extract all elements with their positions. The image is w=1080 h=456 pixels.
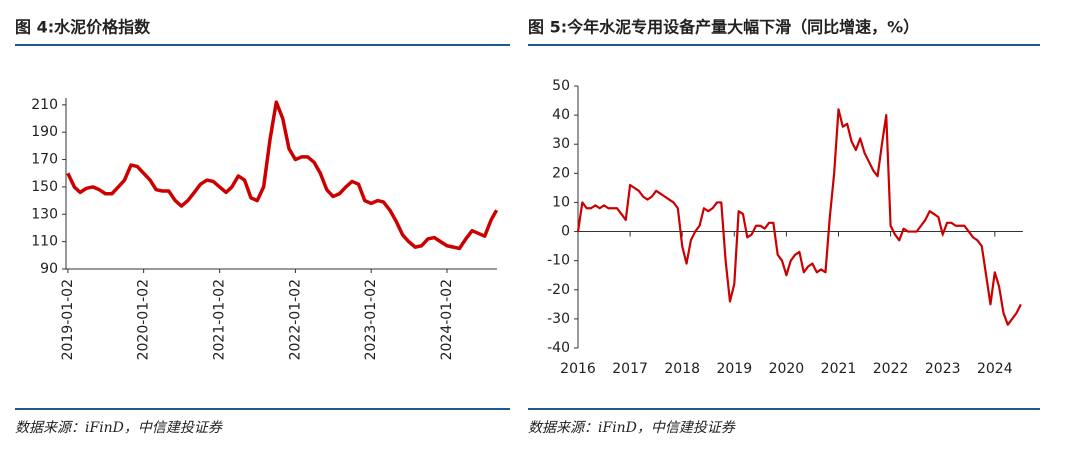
y-tick-label: 0 bbox=[561, 224, 570, 240]
y-tick-label: 190 bbox=[31, 124, 58, 140]
chart-title: 图 5:今年水泥专用设备产量大幅下滑（同比增速，%） bbox=[528, 18, 919, 37]
y-tick-label: 50 bbox=[552, 78, 570, 94]
x-tick-label: 2017 bbox=[612, 361, 648, 377]
x-tick-label: 2023-01-02 bbox=[363, 279, 379, 360]
x-tick-label: 2024-01-02 bbox=[439, 279, 455, 360]
y-tick-label: 210 bbox=[31, 97, 58, 113]
y-tick-label: 10 bbox=[552, 194, 570, 210]
y-tick-label: 30 bbox=[552, 136, 570, 152]
x-tick-label: 2024 bbox=[977, 361, 1013, 377]
x-tick-label: 2020-01-02 bbox=[136, 279, 152, 360]
chart-title: 图 4:水泥价格指数 bbox=[15, 18, 151, 37]
y-tick-label: 150 bbox=[31, 179, 58, 195]
y-tick-label: 110 bbox=[31, 234, 58, 250]
x-tick-label: 2018 bbox=[664, 361, 700, 377]
y-tick-label: 130 bbox=[31, 206, 58, 222]
y-tick-label: 170 bbox=[31, 152, 58, 168]
x-tick-label: 2022-01-02 bbox=[287, 279, 303, 360]
price-line bbox=[66, 100, 499, 251]
y-tick-label: 40 bbox=[552, 107, 570, 123]
y-tick-label: -10 bbox=[547, 253, 570, 269]
source: 数据来源：iFinD，中信建投证券 bbox=[15, 420, 223, 436]
x-tick-label: 2021-01-02 bbox=[212, 279, 228, 360]
growth-line bbox=[576, 108, 1022, 326]
x-tick-label: 2023 bbox=[925, 361, 961, 377]
x-tick-label: 2019 bbox=[716, 361, 752, 377]
x-tick-label: 2021 bbox=[821, 361, 857, 377]
x-tick-label: 2020 bbox=[769, 361, 805, 377]
x-tick-label: 2016 bbox=[560, 361, 596, 377]
y-tick-label: -20 bbox=[547, 282, 570, 298]
x-tick-label: 2022 bbox=[873, 361, 909, 377]
y-tick-label: -40 bbox=[547, 340, 570, 356]
y-tick-label: 20 bbox=[552, 165, 570, 181]
y-tick-label: 90 bbox=[40, 261, 58, 277]
x-tick-label: 2019-01-02 bbox=[60, 279, 76, 360]
y-tick-label: -30 bbox=[547, 311, 570, 327]
source: 数据来源：iFinD，中信建投证券 bbox=[528, 420, 736, 436]
